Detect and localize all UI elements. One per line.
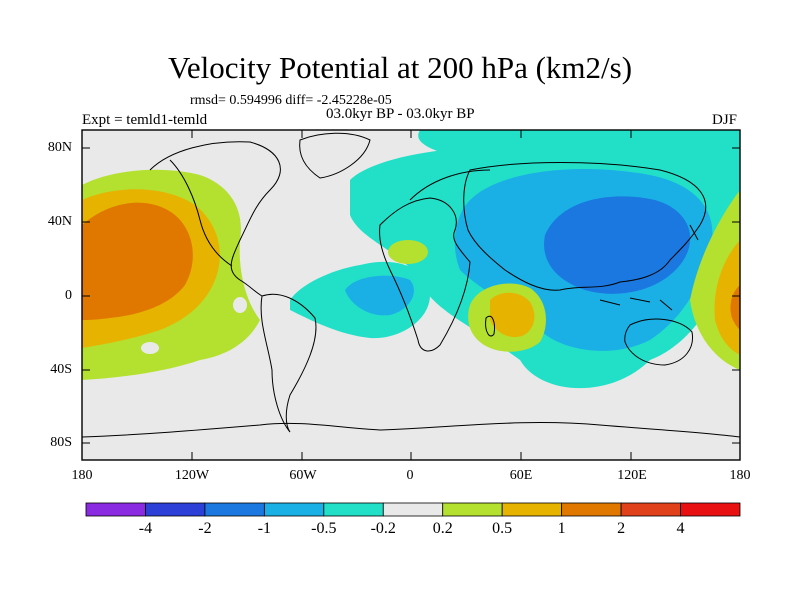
velocity-potential-field [82, 130, 740, 460]
lon-tick-180w: 180 [71, 468, 93, 483]
experiment-label: Expt = temld1-temld [82, 112, 208, 128]
colorbar-swatch [620, 502, 681, 517]
lon-tick-120e: 120E [617, 468, 647, 483]
contour-orange-indian [490, 292, 535, 338]
stats-text: rmsd= 0.594996 diff= -2.45228e-05 [190, 93, 392, 108]
contour-red-pacific [82, 202, 193, 320]
colorbar-swatch [323, 502, 384, 517]
lon-tick-180e: 180 [729, 468, 751, 483]
colorbar-swatch [501, 502, 563, 517]
colorbar-swatch [442, 502, 503, 517]
colorbar-swatch [145, 502, 206, 517]
colorbar-label: -4 [138, 520, 153, 537]
map-title: Velocity Potential at 200 hPa (km2/s) [167, 50, 633, 85]
lon-tick-60e: 60E [509, 468, 533, 483]
colorbar [85, 502, 741, 517]
contour-blue-atlantic [345, 275, 414, 316]
colorbar-label: 0.5 [492, 520, 513, 537]
lat-tick-80s: 80S [50, 435, 72, 450]
colorbar-label: 0.2 [432, 520, 453, 537]
lat-tick-40s: 40S [50, 362, 72, 377]
lon-tick-0: 0 [406, 468, 414, 483]
colorbar-swatch [680, 502, 741, 517]
colorbar-label: 1 [557, 520, 566, 537]
lon-tick-60w: 60W [289, 468, 317, 483]
period-label: 03.0kyr BP - 03.0kyr BP [326, 106, 475, 122]
lon-tick-120w: 120W [174, 468, 210, 483]
colorbar-label: -0.2 [370, 520, 396, 537]
colorbar-label: 4 [676, 520, 685, 537]
colorbar-swatch [85, 502, 146, 517]
colorbar-swatch [382, 502, 444, 517]
contour-light-spot-1 [141, 342, 159, 354]
colorbar-label: 2 [617, 520, 626, 537]
coastlines [82, 132, 740, 438]
contour-green-africa [388, 240, 428, 264]
colorbar-label: -2 [198, 520, 212, 537]
colorbar-swatch [561, 502, 622, 517]
lat-tick-0: 0 [65, 288, 72, 303]
lat-tick-40n: 40N [47, 214, 72, 229]
colorbar-label: -0.5 [311, 520, 337, 537]
contour-cyan-arctic [418, 130, 740, 158]
colorbar-swatch [204, 502, 265, 517]
contour-light-spot-2 [233, 297, 247, 313]
contour-orange-east-pacific [714, 240, 740, 355]
colorbar-label: -1 [257, 520, 272, 537]
colorbar-swatch [263, 502, 325, 517]
lon-ticks [191, 130, 632, 460]
lat-ticks [82, 147, 740, 444]
lat-tick-80n: 80N [47, 140, 72, 155]
contour-darkblue-asia [544, 196, 691, 294]
season-label: DJF [712, 112, 738, 128]
